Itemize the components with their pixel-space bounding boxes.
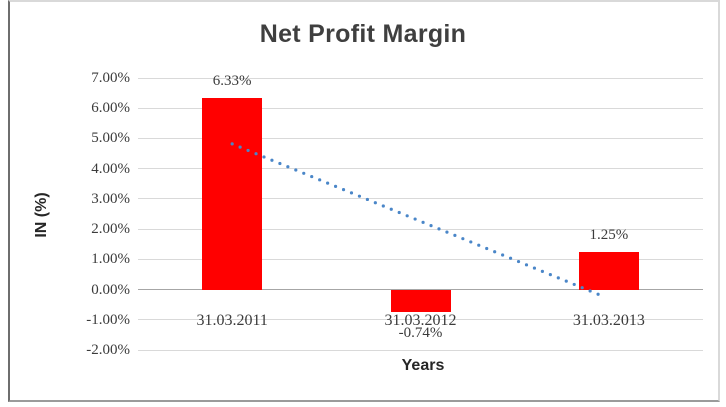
y-tick-label: 0.00% bbox=[91, 281, 130, 298]
y-tick-label: 4.00% bbox=[91, 160, 130, 177]
bar-data-label: 1.25% bbox=[589, 226, 629, 243]
bar bbox=[578, 251, 639, 290]
bar-data-label: -0.74% bbox=[398, 324, 443, 341]
x-category-label: 31.03.2013 bbox=[572, 311, 645, 329]
y-tick-label: 7.00% bbox=[91, 70, 130, 86]
bar-data-label: 6.33% bbox=[212, 73, 252, 90]
y-tick-label: 3.00% bbox=[91, 190, 130, 207]
gridline bbox=[138, 77, 703, 79]
x-category-label: 31.03.2011 bbox=[196, 311, 268, 329]
gridline bbox=[138, 349, 703, 351]
y-axis-title: IN (%) bbox=[33, 192, 50, 238]
bar bbox=[390, 289, 451, 312]
y-tick-label: 6.00% bbox=[91, 100, 130, 117]
y-tick-label: 2.00% bbox=[91, 221, 130, 238]
gridline bbox=[138, 137, 703, 139]
y-tick-label: 1.00% bbox=[91, 251, 130, 268]
gridline bbox=[138, 107, 703, 109]
gridline bbox=[138, 319, 703, 321]
x-category-label: 31.03.2012 bbox=[384, 311, 457, 329]
chart-border-frame bbox=[8, 0, 720, 402]
y-tick-label: -1.00% bbox=[86, 311, 130, 328]
x-axis-title: Years bbox=[401, 357, 445, 374]
y-tick-label: 5.00% bbox=[91, 130, 130, 147]
bar bbox=[202, 98, 263, 290]
y-tick-label: -2.00% bbox=[86, 342, 130, 358]
chart-title: Net Profit Margin bbox=[259, 20, 467, 48]
